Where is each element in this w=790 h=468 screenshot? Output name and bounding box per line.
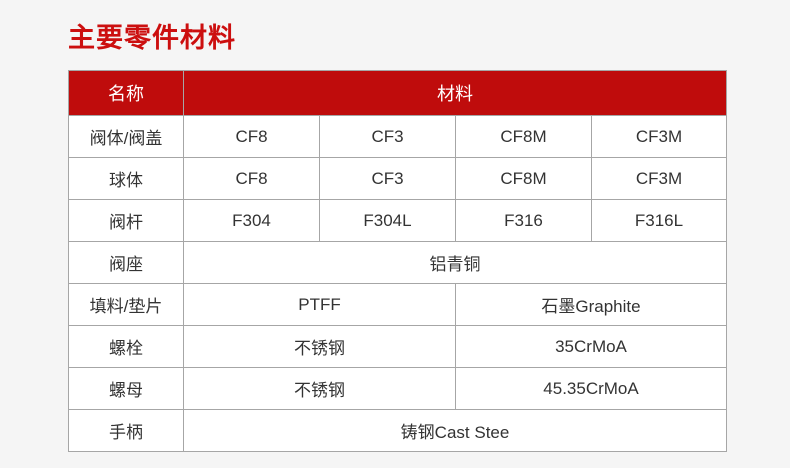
- table-row: 阀杆 F304 F304L F316 F316L: [68, 199, 727, 242]
- material-cell: CF8M: [455, 157, 592, 200]
- row-name-cell: 填料/垫片: [68, 283, 184, 326]
- material-cell: CF8: [183, 115, 320, 158]
- material-cell: 石墨Graphite: [455, 283, 727, 326]
- page-title: 主要零件材料: [68, 23, 236, 53]
- table-header-row: 名称 材料: [68, 70, 727, 116]
- materials-table: 名称 材料 阀体/阀盖 CF8 CF3 CF8M CF3M 球体 CF8 CF3 CF8M CF3…: [68, 70, 727, 452]
- material-cell: 35CrMoA: [455, 325, 727, 368]
- material-cell: 铝青铜: [183, 241, 727, 284]
- material-cell: F304L: [319, 199, 456, 242]
- table-body: 阀体/阀盖 CF8 CF3 CF8M CF3M 球体 CF8 CF3 CF8M CF3M 阀杆 F30…: [68, 115, 727, 452]
- material-cell: CF8M: [455, 115, 592, 158]
- material-cell: 不锈钢: [183, 325, 456, 368]
- material-cell: CF3M: [591, 157, 727, 200]
- table-row: 手柄 铸钢Cast Stee: [68, 409, 727, 452]
- row-name-cell: 螺母: [68, 367, 184, 410]
- material-cell: 铸钢Cast Stee: [183, 409, 727, 452]
- row-name-cell: 阀座: [68, 241, 184, 284]
- row-name-cell: 阀体/阀盖: [68, 115, 184, 158]
- material-cell: F316: [455, 199, 592, 242]
- row-name-cell: 阀杆: [68, 199, 184, 242]
- row-name-cell: 手柄: [68, 409, 184, 452]
- material-cell: CF3: [319, 157, 456, 200]
- material-cell: CF3M: [591, 115, 727, 158]
- header-cell-material: 材料: [183, 70, 727, 116]
- material-cell: 不锈钢: [183, 367, 456, 410]
- table-row: 阀体/阀盖 CF8 CF3 CF8M CF3M: [68, 115, 727, 158]
- material-cell: PTFF: [183, 283, 456, 326]
- table-row: 螺母 不锈钢 45.35CrMoA: [68, 367, 727, 410]
- material-cell: F304: [183, 199, 320, 242]
- table-row: 阀座 铝青铜: [68, 241, 727, 284]
- header-cell-name: 名称: [68, 70, 184, 116]
- row-name-cell: 螺栓: [68, 325, 184, 368]
- row-name-cell: 球体: [68, 157, 184, 200]
- material-cell: F316L: [591, 199, 727, 242]
- table-row: 螺栓 不锈钢 35CrMoA: [68, 325, 727, 368]
- material-cell: CF8: [183, 157, 320, 200]
- material-cell: CF3: [319, 115, 456, 158]
- table-row: 填料/垫片 PTFF 石墨Graphite: [68, 283, 727, 326]
- table-row: 球体 CF8 CF3 CF8M CF3M: [68, 157, 727, 200]
- material-cell: 45.35CrMoA: [455, 367, 727, 410]
